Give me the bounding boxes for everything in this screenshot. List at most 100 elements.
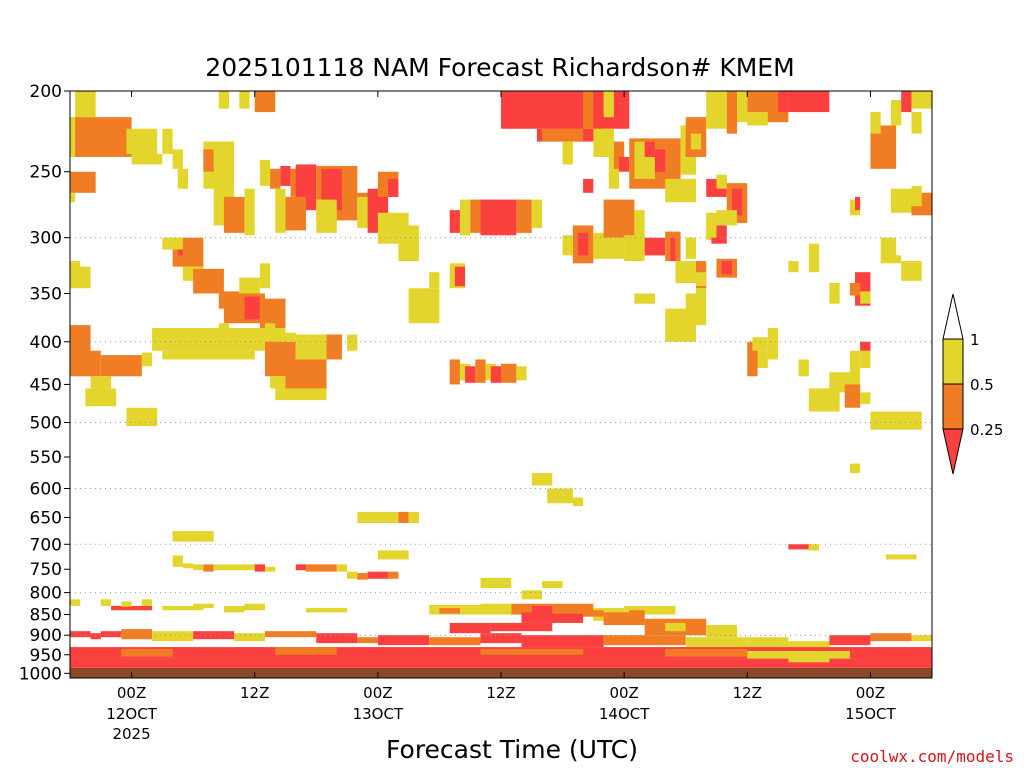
y-tick-label: 850 <box>30 606 62 626</box>
ri-cell <box>85 388 117 407</box>
ri-cell <box>829 282 840 304</box>
ri-cell <box>70 192 76 203</box>
ri-cell <box>808 243 820 273</box>
ri-cell <box>870 411 922 430</box>
ri-cell <box>162 237 183 250</box>
x-tick-label-year: 2025 <box>112 725 150 743</box>
ri-cell <box>126 407 158 427</box>
ri-cell <box>70 117 132 157</box>
ri-cell <box>470 199 481 233</box>
heatmap-cells <box>70 91 937 678</box>
ri-cell <box>70 631 91 638</box>
ri-cell <box>70 658 932 668</box>
ri-cell <box>141 599 153 606</box>
ri-cell <box>100 355 142 377</box>
ri-cell <box>377 635 430 646</box>
ri-cell <box>572 497 584 507</box>
ri-cell <box>480 633 522 644</box>
legend-bin-orange <box>942 383 964 430</box>
ri-cell <box>860 392 871 404</box>
y-tick-label: 1000 <box>19 664 62 684</box>
ri-cell <box>731 188 743 216</box>
ri-cell <box>162 605 204 611</box>
ri-cell <box>90 633 101 640</box>
y-tick-label: 900 <box>30 626 62 646</box>
ri-cell <box>542 581 563 589</box>
ri-cell <box>347 334 358 351</box>
ri-cell <box>767 327 779 360</box>
ri-cell <box>234 633 265 642</box>
ri-cell <box>788 544 809 550</box>
ri-cell <box>336 564 348 572</box>
ri-cell <box>706 212 717 238</box>
ri-cell <box>357 196 368 228</box>
ri-cell <box>644 237 666 256</box>
ri-cell <box>788 261 799 273</box>
ri-cell <box>901 91 912 113</box>
ri-cell <box>70 261 81 273</box>
y-axis: 200 250 300 350 400 450 500 550 600 650 700 750 8008… <box>19 82 70 684</box>
ri-cell <box>357 511 399 523</box>
x-tick-label-date: 15OCT <box>845 705 896 723</box>
ri-cell <box>172 555 183 567</box>
x-axis: 00Z 12OCT 2025 12Z 00Z 13OCT 12Z 00Z 14OCT 12Z 00Z… <box>106 91 897 743</box>
ri-cell <box>270 376 286 389</box>
ri-cell <box>111 605 153 611</box>
ri-cell <box>644 141 655 157</box>
ri-cell <box>665 178 696 189</box>
ri-cell <box>870 112 881 134</box>
x-tick-label-time: 12Z <box>486 684 515 702</box>
ri-cell <box>932 142 937 165</box>
ri-cell <box>890 188 912 213</box>
ri-cell <box>480 603 512 615</box>
ri-cell <box>193 564 204 571</box>
x-tick-label-date: 12OCT <box>106 705 157 723</box>
legend-label-1: 1 <box>970 331 980 349</box>
ri-cell <box>126 128 158 154</box>
ri-cell <box>603 199 635 238</box>
ri-cell <box>316 633 358 644</box>
ri-cell <box>583 91 594 129</box>
ri-cell <box>70 350 101 377</box>
y-tick-label: 550 <box>30 448 62 468</box>
ri-cell <box>218 91 230 109</box>
ri-cell <box>203 149 214 172</box>
ri-cell <box>75 91 96 118</box>
ri-cell <box>870 633 912 642</box>
x-tick-label-time: 00Z <box>856 684 885 702</box>
y-tick-label: 950 <box>30 646 62 666</box>
ri-cell <box>490 622 522 632</box>
ri-cell <box>480 577 512 589</box>
ri-cell <box>193 268 224 294</box>
ri-cell <box>408 288 440 324</box>
x-tick-label-time: 12Z <box>733 684 762 702</box>
x-tick-label-time: 00Z <box>117 684 146 702</box>
ri-cell <box>654 149 666 172</box>
y-tick-label: 400 <box>30 333 62 353</box>
ri-cell <box>890 255 902 264</box>
ri-cell <box>275 332 296 342</box>
ri-cell <box>665 622 686 632</box>
ri-cell <box>398 225 419 262</box>
ri-cell <box>860 291 871 304</box>
ri-cell <box>634 210 645 244</box>
ri-cell <box>429 272 440 289</box>
ri-cell <box>911 112 922 134</box>
ri-cell <box>603 635 686 646</box>
ri-cell <box>100 599 112 606</box>
ri-cell <box>521 590 543 600</box>
ri-cell <box>223 605 245 613</box>
ri-cell <box>885 554 917 560</box>
ri-cell <box>855 196 861 211</box>
ri-cell <box>223 196 245 233</box>
ri-cell <box>562 141 573 165</box>
plot-area <box>69 90 937 679</box>
ri-cell <box>449 622 491 634</box>
ri-cell <box>603 91 614 118</box>
ri-cell <box>911 635 932 642</box>
ri-cell <box>449 210 460 233</box>
ri-cell <box>619 156 630 172</box>
ri-cell <box>218 323 230 338</box>
ri-cell <box>716 174 727 189</box>
ri-cell <box>716 210 738 226</box>
